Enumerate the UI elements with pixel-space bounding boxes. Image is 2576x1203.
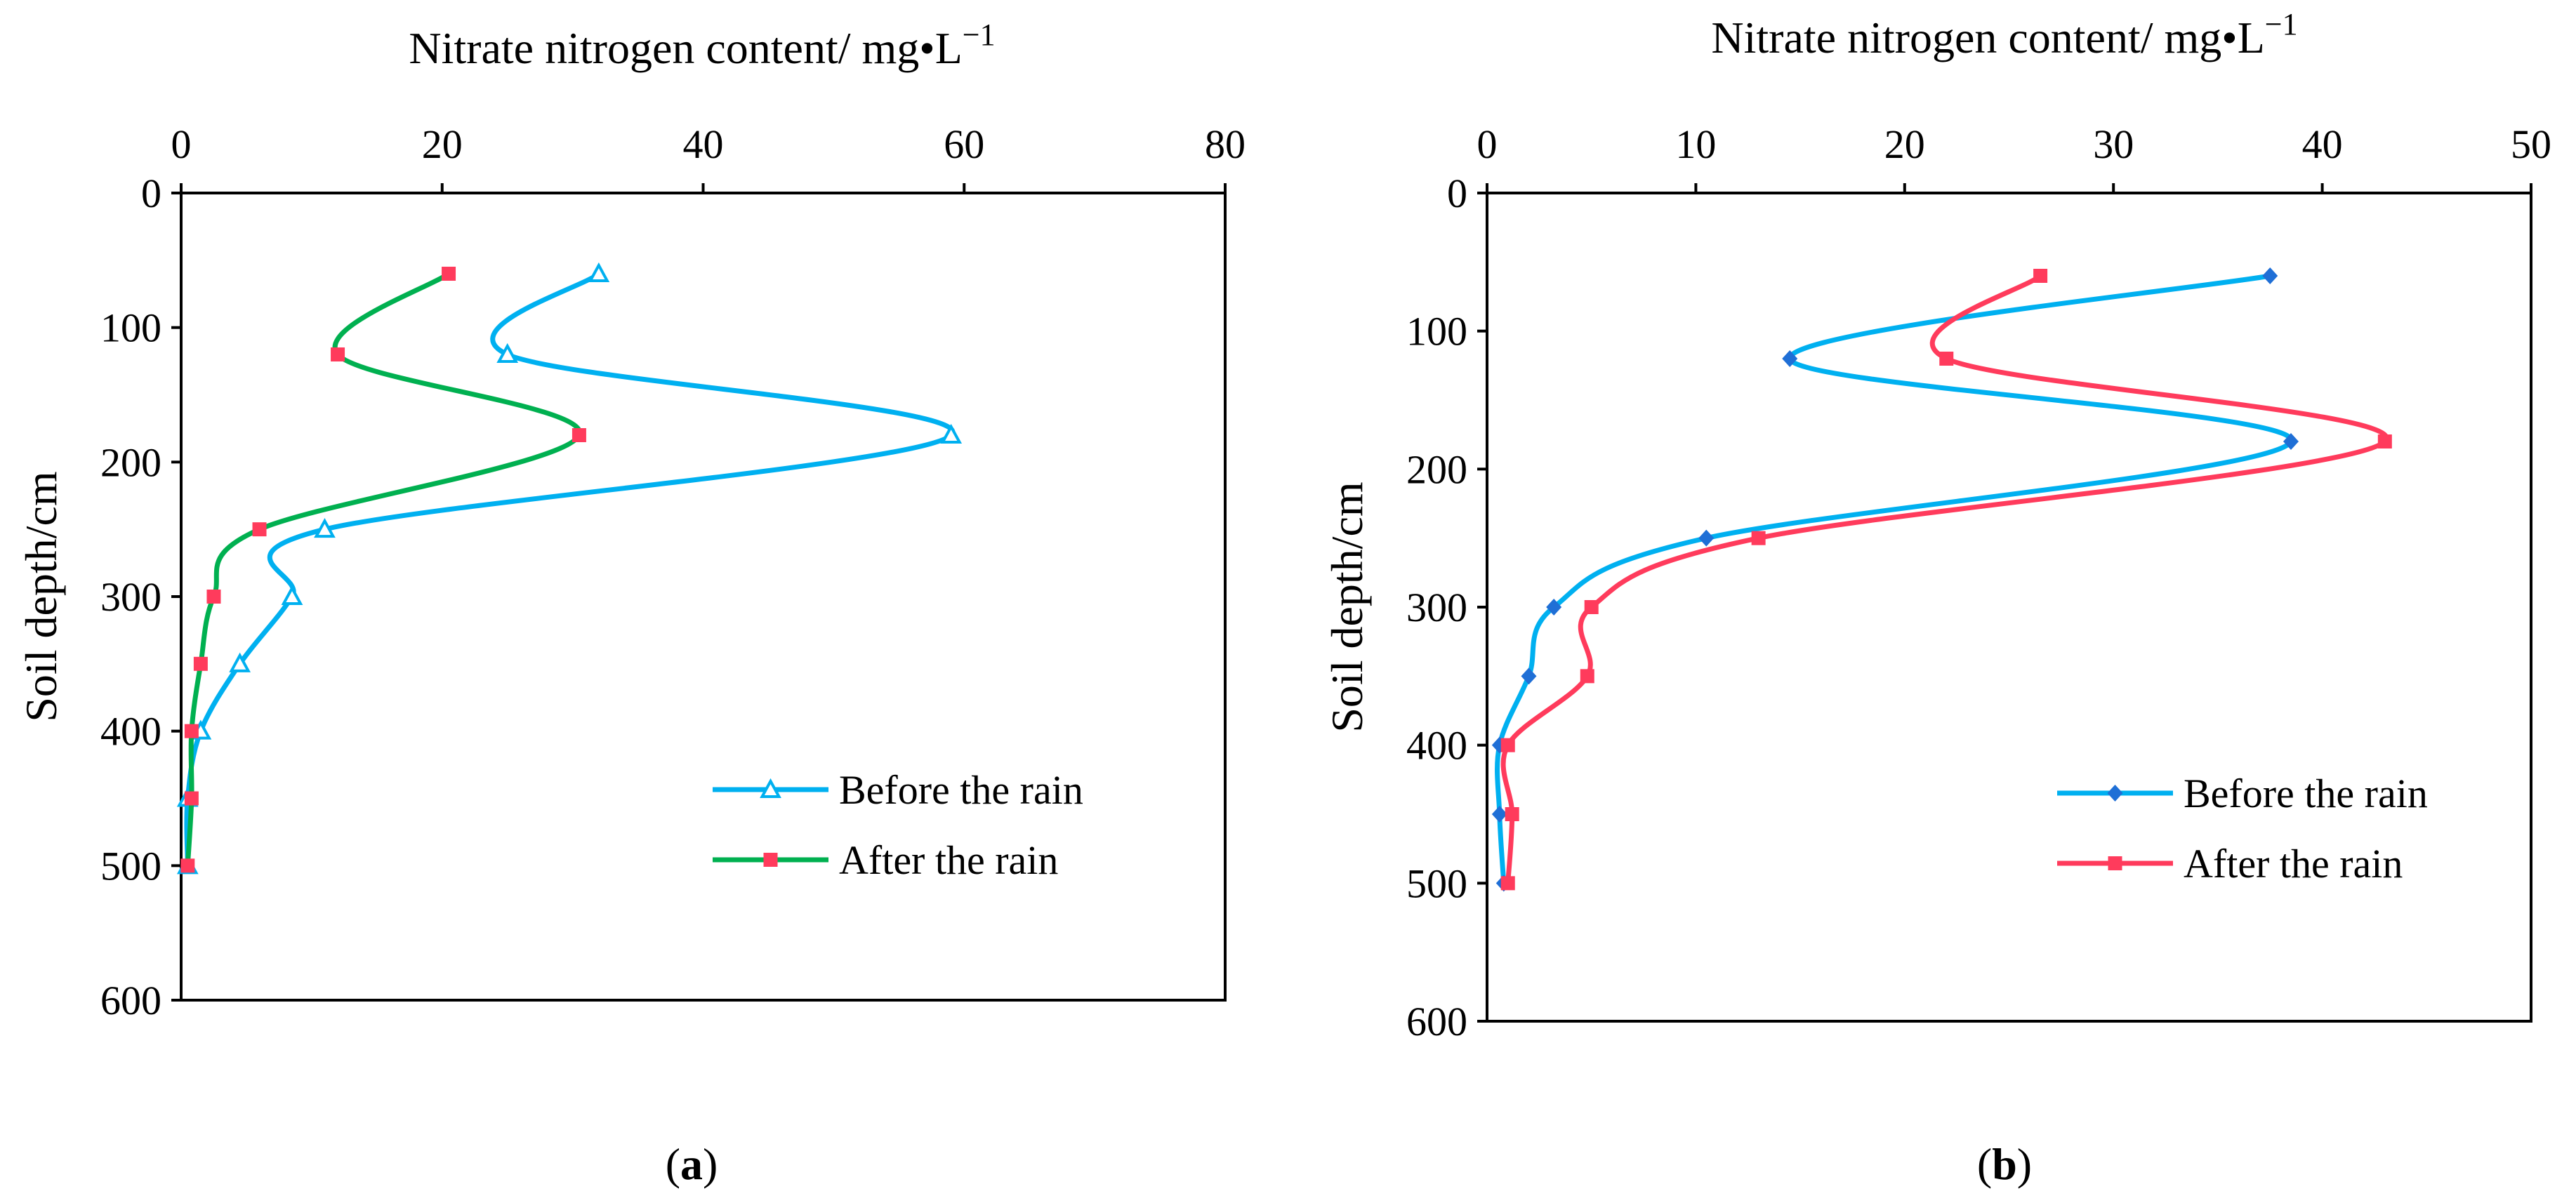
legend-entry: Before the rain [2057,771,2428,816]
legend-label: Before the rain [839,767,1083,813]
x-tick-label: 60 [944,121,984,167]
data-point [1546,599,1562,616]
legend-label: After the rain [2184,841,2403,886]
series-line [1495,273,2294,886]
y-tick-label: 500 [100,843,161,889]
y-tick-label: 600 [1406,999,1467,1044]
y-axis-title: Soil depth/cm [1322,481,1372,732]
data-point [2033,269,2048,283]
data-point [206,590,221,604]
data-point [1584,600,1599,614]
data-point [1505,807,1519,821]
x-tick-label: 30 [2093,121,2134,167]
x-tick-label: 40 [683,121,724,167]
data-point [1580,669,1594,684]
y-tick-label: 500 [1406,860,1467,906]
data-point [940,423,963,444]
series-after-the-rain [180,267,586,873]
panel-label-open-paren: ( [1977,1139,1992,1189]
panel-label-letter: a [680,1139,703,1189]
panel-label-letter: b [1992,1139,2017,1189]
data-point [331,347,345,361]
data-point [1939,352,1954,366]
x-tick-label: 50 [2511,121,2551,167]
y-tick-label: 0 [1447,171,1467,216]
legend-label: Before the rain [2184,771,2428,816]
data-point [229,652,251,672]
data-point [2262,267,2278,284]
data-point [1521,667,1537,685]
panel-label: (b) [1977,1139,2032,1189]
series-line [184,271,956,868]
x-tick-label: 0 [1477,121,1498,167]
x-axis-title: Nitrate nitrogen content/ mg•L−1 [1711,7,2297,62]
data-point [2377,434,2392,448]
legend-swatch-marker [2108,856,2122,870]
panel-label: (a) [666,1139,718,1189]
x-tick-label: 40 [2302,121,2343,167]
data-point [1491,806,1507,823]
data-point [442,267,456,281]
series-after-the-rain [1500,269,2392,891]
data-point [1751,531,1766,545]
y-axis-title: Soil depth/cm [16,471,66,722]
x-axis-title-superscript: −1 [963,18,996,52]
panel-label-open-paren: ( [666,1139,680,1189]
data-point [1500,876,1515,891]
panel-label-close-paren: ) [703,1139,718,1189]
legend-entry: After the rain [713,837,1058,883]
legend-swatch-marker [760,778,781,798]
x-tick-label: 20 [422,121,463,167]
data-point [2283,433,2299,450]
plot-frame [180,192,1227,1002]
data-point [314,517,336,538]
series-before-the-rain [1491,267,2299,892]
legend-entry: After the rain [2057,841,2403,886]
data-point [572,428,586,442]
y-tick-label: 100 [1406,309,1467,354]
x-axis-title: Nitrate nitrogen content/ mg•L−1 [409,18,995,73]
y-tick-label: 300 [1406,585,1467,630]
series-before-the-rain [176,262,963,875]
y-tick-label: 300 [100,574,161,620]
data-point [193,656,208,671]
y-tick-label: 400 [1406,723,1467,769]
legend-swatch-marker [763,853,778,867]
y-tick-label: 200 [100,439,161,485]
data-point [496,343,519,363]
data-point [184,724,199,738]
plot-frame [1486,192,2532,1023]
y-tick-label: 400 [100,709,161,755]
y-tick-label: 100 [100,305,161,351]
data-point [252,522,267,537]
chart-panel-a: 0 20 40 60 80 0 100 200 300 400 500 600 Nitrate nitr… [16,18,1246,1189]
data-point [184,791,199,806]
data-point [180,858,195,873]
data-point [588,262,610,282]
x-axis-title-superscript: −1 [2265,7,2298,41]
series-line [185,271,582,868]
x-axis-title-text: Nitrate nitrogen content/ mg•L [1711,13,2264,62]
legend-entry: Before the rain [713,767,1083,813]
panel-label-close-paren: ) [2017,1139,2032,1189]
legend-label: After the rain [839,837,1058,883]
data-point [1782,350,1798,367]
x-tick-label: 80 [1205,121,1246,167]
data-point [1500,738,1515,752]
y-tick-label: 600 [100,978,161,1023]
x-tick-label: 0 [171,121,192,167]
y-tick-label: 0 [141,171,161,216]
data-point [281,585,303,605]
data-point [1698,529,1715,547]
x-tick-label: 20 [1884,121,1925,167]
x-axis-title-text: Nitrate nitrogen content/ mg•L [409,23,962,73]
x-tick-label: 10 [1675,121,1716,167]
legend-swatch-marker [2107,785,2123,802]
y-tick-label: 200 [1406,446,1467,492]
